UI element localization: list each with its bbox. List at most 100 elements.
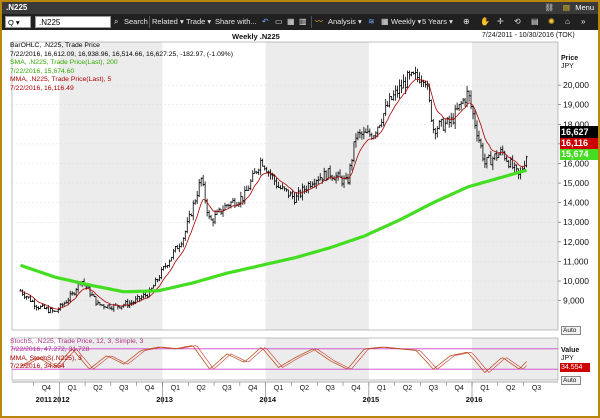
year-band-lower — [472, 338, 558, 380]
ohlc-bar — [392, 90, 395, 101]
ohlc-bar — [170, 256, 173, 262]
price-axis: 9,000 10,000 11,000 12,000 13,000 14,000 15,00… — [558, 80, 589, 306]
x-tick-label: Q1 — [480, 385, 489, 392]
x-tick-label: Q2 — [93, 385, 102, 392]
ohlc-bar — [233, 197, 237, 209]
history-icon[interactable]: ⟲ — [514, 17, 521, 26]
y-tick-label: 14,000 — [563, 198, 589, 208]
crosshair-icon[interactable]: ✛ — [497, 17, 504, 26]
y-tick-label: 16,000 — [563, 158, 589, 168]
x-tick-label: Q4 — [351, 385, 360, 392]
stoch-line — [20, 345, 527, 374]
ohlc-bar — [187, 210, 191, 224]
undo-icon[interactable]: ↶ — [262, 17, 269, 26]
legend-entry: 7/22/2016, 16,612.09, 16,938.96, 16,514.… — [10, 50, 233, 58]
x-tick-label: Q2 — [300, 385, 309, 392]
wave-icon[interactable]: ≋ — [368, 17, 375, 26]
chart-title: Weekly .N225 — [232, 32, 280, 41]
overlay-lines — [20, 78, 528, 310]
ohlc-bar — [183, 230, 187, 242]
analysis-menu[interactable]: Analysis ▾ — [328, 17, 362, 26]
ohlc-bar — [207, 210, 211, 220]
ohlc-bar — [443, 119, 447, 133]
ohlc-bar — [380, 118, 384, 128]
x-tick-label: Q4 — [42, 385, 51, 392]
year-shading — [11, 41, 559, 381]
auto-scale-button[interactable]: Auto — [561, 326, 581, 335]
chart-date-range: 7/24/2011 - 10/30/2016 (TOK) — [482, 32, 575, 39]
ohlc-bar — [394, 85, 397, 101]
plot-frame — [11, 41, 559, 331]
last-price-tag: 16,627 — [560, 126, 598, 138]
legend-entry: 7/22/2016, 34.554 — [10, 362, 65, 370]
menu-icon[interactable]: ▤ — [562, 3, 570, 12]
calendar-icon[interactable]: ▦ — [381, 17, 389, 26]
range-select[interactable]: 5 Years ▾ — [422, 17, 453, 26]
ohlc-bar — [213, 210, 217, 225]
ohlc-bar — [263, 165, 266, 171]
grid-icon[interactable]: ▦ — [287, 17, 295, 26]
year-band — [472, 42, 558, 330]
legend-entry: 7/22/2016, 47.272, 31.728 — [10, 346, 90, 354]
link-icon[interactable]: ⛓ — [544, 3, 554, 12]
bar-chart-icon[interactable]: ▥ — [299, 17, 307, 26]
ohlc-bar — [197, 178, 201, 198]
ohlc-bar — [261, 158, 264, 167]
zoom-icon[interactable]: ⊕ — [463, 17, 470, 26]
x-tick-label: Q3 — [325, 385, 334, 392]
share-menu[interactable]: Share with... — [215, 17, 257, 26]
x-year-label: 2015 — [363, 395, 380, 404]
time-axis: Q4 Q1 Q2 Q3 Q4 Q1 Q2 Q3 Q4 Q1 Q2 Q3 Q4 Q1 Q2 Q3 Q4 Q1 Q2 Q3… — [12, 381, 558, 404]
currency-label: JPY — [561, 63, 574, 70]
template-icon[interactable]: ▤ — [531, 17, 539, 26]
stoch-value-tag: 34.554 — [560, 363, 590, 372]
quote-type-select[interactable]: Q ▾ — [5, 16, 31, 28]
x-tick-label: Q4 — [145, 385, 154, 392]
toolbar: Q ▾ .N225 ⌕ Search Related ▾ Trade ▾ Sha… — [2, 14, 598, 30]
interval-select[interactable]: Weekly ▾ — [391, 17, 422, 26]
ohlc-bar — [432, 119, 435, 134]
legend-entry: 7/22/2016, 16,116.49 — [10, 84, 74, 92]
y-tick-label: 10,000 — [563, 276, 589, 286]
y-tick-label: 15,000 — [563, 178, 589, 188]
legend-entry: StochS, .N225, Trade Price, 12, 3, Simpl… — [10, 338, 144, 345]
search-icon[interactable]: ⌕ — [114, 17, 119, 26]
folder-icon[interactable]: ▭ — [275, 17, 283, 26]
x-tick-label: Q2 — [403, 385, 412, 392]
window-title: .N225 — [6, 3, 28, 12]
ohlc-bar — [461, 97, 465, 105]
ohlc-bar — [217, 207, 221, 213]
ohlc-bar — [193, 199, 197, 205]
ohlc-bar — [435, 126, 439, 138]
analysis-icon[interactable]: 〰 — [315, 17, 323, 26]
ohlc-bar — [253, 168, 257, 174]
x-tick-label: Q4 — [248, 385, 257, 392]
x-tick-label: Q4 — [454, 385, 463, 392]
search-button[interactable]: Search — [124, 17, 148, 26]
value-axis-label: Value — [561, 347, 580, 354]
stochastic-panel — [12, 345, 558, 374]
y-tick-label: 11,000 — [563, 256, 589, 266]
ohlc-bar — [414, 66, 417, 80]
menu-button[interactable]: Menu — [575, 3, 594, 12]
x-tick-label: Q2 — [506, 385, 515, 392]
ohlc-bar — [412, 71, 415, 75]
ohlc-bar — [257, 168, 261, 176]
more-icon[interactable]: » — [581, 17, 586, 26]
trade-menu[interactable]: Trade ▾ — [186, 17, 212, 26]
value-currency-label: JPY — [561, 355, 574, 362]
chart-area[interactable]: Weekly .N225 7/24/2011 - 10/30/2016 (TOK… — [2, 30, 598, 418]
ohlc-bar — [400, 79, 403, 94]
auto-scale-button-lower[interactable]: Auto — [561, 376, 581, 385]
lightbulb-icon[interactable]: ✺ — [548, 17, 555, 26]
related-menu[interactable]: Related ▾ — [152, 17, 184, 26]
y-tick-label: 20,000 — [563, 80, 589, 90]
hand-icon[interactable]: ✋ — [480, 17, 490, 26]
symbol-input[interactable]: .N225 — [35, 16, 111, 28]
title-bar: .N225 ⛓ ▤ Menu — [2, 2, 598, 14]
x-tick-label: Q3 — [429, 385, 438, 392]
sma-price-tag: 15,674 — [560, 149, 598, 160]
tag-icon[interactable]: ⌂ — [565, 17, 570, 26]
price-chart[interactable]: 9,000 10,000 11,000 12,000 13,000 14,000 15,00… — [2, 30, 598, 418]
ohlc-bar — [185, 217, 189, 234]
